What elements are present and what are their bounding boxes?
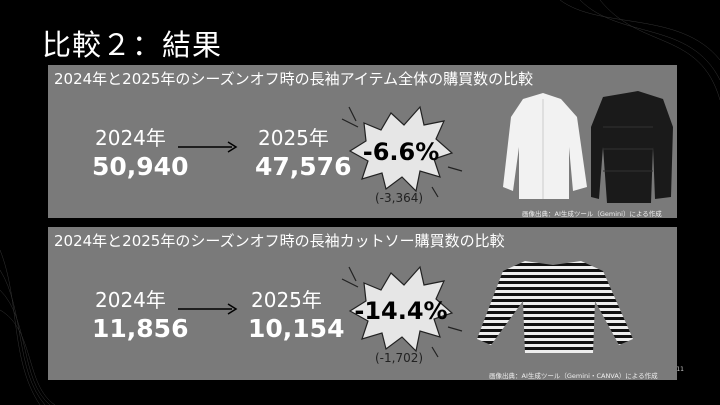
burst-shape	[341, 105, 463, 198]
change-percent: -14.4%	[354, 297, 448, 325]
value-from: 50,940	[92, 152, 189, 181]
arrow-right-icon	[178, 141, 238, 153]
panel-title: 2024年と2025年のシーズンオフ時の長袖アイテム全体の購買数の比較	[54, 70, 534, 88]
value-from: 11,856	[92, 314, 189, 343]
panel-title: 2024年と2025年のシーズンオフ時の長袖カットソー購買数の比較	[54, 232, 505, 250]
page-number: 11	[676, 366, 684, 373]
year-to: 2025年	[258, 126, 329, 150]
image-credit: 画像出典：AI生成ツール（Gemini）による作成	[522, 210, 662, 218]
comparison-panel-long-sleeve-cutsew: 2024年と2025年のシーズンオフ時の長袖カットソー購買数の比較 2024年 …	[48, 227, 677, 380]
striped-shirt-image	[477, 261, 633, 353]
shirt-and-jacket-image	[503, 91, 673, 203]
comparison-panel-all-long-sleeve: 2024年と2025年のシーズンオフ時の長袖アイテム全体の購買数の比較 2024…	[48, 65, 677, 218]
slide-title: 比較２：結果	[42, 28, 223, 62]
value-to: 47,576	[255, 152, 352, 181]
change-absolute: (-1,702)	[375, 351, 424, 365]
arrow-right-icon	[178, 303, 238, 315]
image-credit: 画像出典：AI生成ツール（Gemini・CANVA）による作成	[489, 372, 658, 380]
value-to: 10,154	[248, 314, 345, 343]
year-from: 2024年	[95, 288, 166, 312]
change-percent: -6.6%	[362, 138, 440, 166]
year-from: 2024年	[95, 126, 166, 150]
burst-shape	[341, 265, 463, 358]
change-absolute: (-3,364)	[375, 191, 424, 205]
year-to: 2025年	[251, 288, 322, 312]
